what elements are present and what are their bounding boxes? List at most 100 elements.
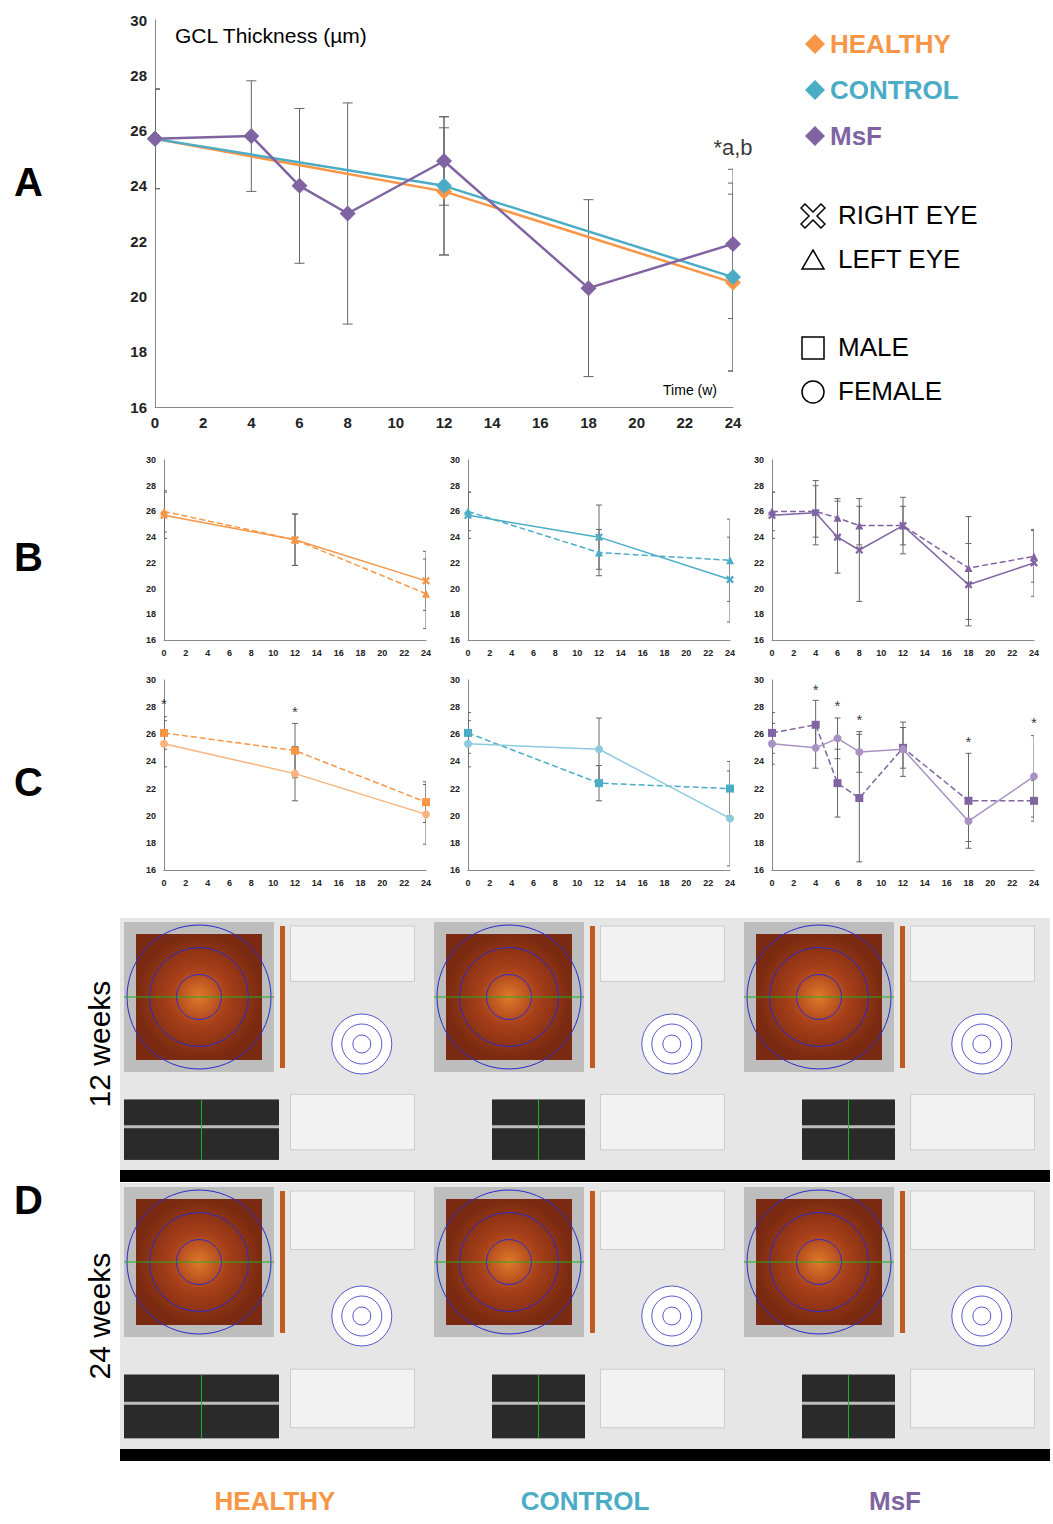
svg-text:16: 16 (334, 878, 344, 888)
svg-text:4: 4 (205, 648, 210, 658)
svg-text:*: * (813, 681, 819, 698)
svg-text:18: 18 (963, 878, 973, 888)
svg-text:28: 28 (450, 702, 460, 712)
svg-text:20: 20 (681, 648, 691, 658)
svg-text:18: 18 (754, 838, 764, 848)
svg-text:22: 22 (676, 414, 693, 431)
svg-text:8: 8 (857, 648, 862, 658)
svg-text:0: 0 (769, 878, 774, 888)
svg-text:*: * (856, 711, 862, 728)
svg-text:24: 24 (146, 756, 156, 766)
svg-text:8: 8 (249, 878, 254, 888)
svg-text:16: 16 (532, 414, 549, 431)
svg-text:14: 14 (920, 648, 930, 658)
svg-text:22: 22 (754, 558, 764, 568)
svg-text:26: 26 (450, 729, 460, 739)
svg-text:14: 14 (616, 648, 626, 658)
svg-text:20: 20 (146, 584, 156, 594)
svg-text:10: 10 (387, 414, 404, 431)
svg-text:*: * (966, 733, 972, 750)
svg-text:4: 4 (509, 878, 514, 888)
svg-text:22: 22 (1007, 648, 1017, 658)
svg-text:16: 16 (638, 648, 648, 658)
svg-text:18: 18 (355, 878, 365, 888)
svg-text:30: 30 (146, 455, 156, 465)
svg-text:18: 18 (659, 878, 669, 888)
svg-text:20: 20 (754, 584, 764, 594)
svg-text:12: 12 (290, 878, 300, 888)
svg-text:0: 0 (161, 648, 166, 658)
svg-text:20: 20 (130, 288, 147, 305)
svg-text:20: 20 (377, 648, 387, 658)
svg-text:22: 22 (754, 784, 764, 794)
svg-text:16: 16 (130, 399, 147, 416)
svg-text:26: 26 (146, 729, 156, 739)
svg-text:24: 24 (725, 414, 742, 431)
svg-text:12: 12 (594, 648, 604, 658)
svg-text:22: 22 (1007, 878, 1017, 888)
svg-text:22: 22 (703, 878, 713, 888)
svg-text:10: 10 (268, 648, 278, 658)
svg-text:6: 6 (835, 878, 840, 888)
svg-text:Time (w): Time (w) (663, 382, 717, 398)
svg-text:20: 20 (628, 414, 645, 431)
svg-text:16: 16 (146, 865, 156, 875)
svg-text:*a,b: *a,b (713, 135, 752, 160)
svg-text:14: 14 (312, 648, 322, 658)
svg-text:*: * (292, 703, 298, 720)
svg-text:24: 24 (725, 648, 735, 658)
svg-text:24: 24 (450, 532, 460, 542)
svg-text:28: 28 (754, 702, 764, 712)
svg-text:14: 14 (484, 414, 501, 431)
svg-text:18: 18 (754, 609, 764, 619)
svg-text:16: 16 (942, 878, 952, 888)
svg-text:2: 2 (487, 878, 492, 888)
svg-text:20: 20 (450, 584, 460, 594)
svg-text:16: 16 (450, 635, 460, 645)
svg-text:26: 26 (146, 506, 156, 516)
svg-text:28: 28 (130, 67, 147, 84)
svg-text:28: 28 (450, 481, 460, 491)
svg-text:0: 0 (151, 414, 159, 431)
svg-text:24: 24 (1029, 648, 1039, 658)
svg-text:26: 26 (754, 506, 764, 516)
svg-text:16: 16 (754, 865, 764, 875)
svg-text:8: 8 (553, 878, 558, 888)
svg-text:0: 0 (465, 648, 470, 658)
svg-text:14: 14 (312, 878, 322, 888)
svg-text:10: 10 (876, 648, 886, 658)
svg-text:20: 20 (146, 811, 156, 821)
svg-text:22: 22 (399, 648, 409, 658)
svg-text:18: 18 (450, 838, 460, 848)
svg-text:28: 28 (146, 702, 156, 712)
svg-text:14: 14 (616, 878, 626, 888)
svg-text:10: 10 (572, 878, 582, 888)
svg-text:6: 6 (531, 648, 536, 658)
svg-text:24: 24 (146, 532, 156, 542)
svg-text:26: 26 (754, 729, 764, 739)
svg-text:6: 6 (227, 648, 232, 658)
svg-text:12: 12 (898, 878, 908, 888)
svg-text:16: 16 (942, 648, 952, 658)
svg-text:2: 2 (791, 878, 796, 888)
svg-text:18: 18 (355, 648, 365, 658)
svg-text:24: 24 (754, 756, 764, 766)
svg-text:4: 4 (205, 878, 210, 888)
svg-text:0: 0 (465, 878, 470, 888)
svg-text:CONTROL: CONTROL (830, 75, 959, 105)
svg-text:10: 10 (572, 648, 582, 658)
svg-text:22: 22 (146, 784, 156, 794)
svg-text:26: 26 (130, 122, 147, 139)
svg-text:14: 14 (920, 878, 930, 888)
svg-text:8: 8 (343, 414, 351, 431)
svg-text:20: 20 (681, 878, 691, 888)
svg-text:*: * (835, 697, 841, 714)
svg-text:12: 12 (898, 648, 908, 658)
svg-text:16: 16 (334, 648, 344, 658)
svg-text:16: 16 (146, 635, 156, 645)
svg-text:2: 2 (199, 414, 207, 431)
svg-text:30: 30 (450, 675, 460, 685)
svg-text:6: 6 (835, 648, 840, 658)
svg-text:4: 4 (813, 648, 818, 658)
svg-text:26: 26 (450, 506, 460, 516)
